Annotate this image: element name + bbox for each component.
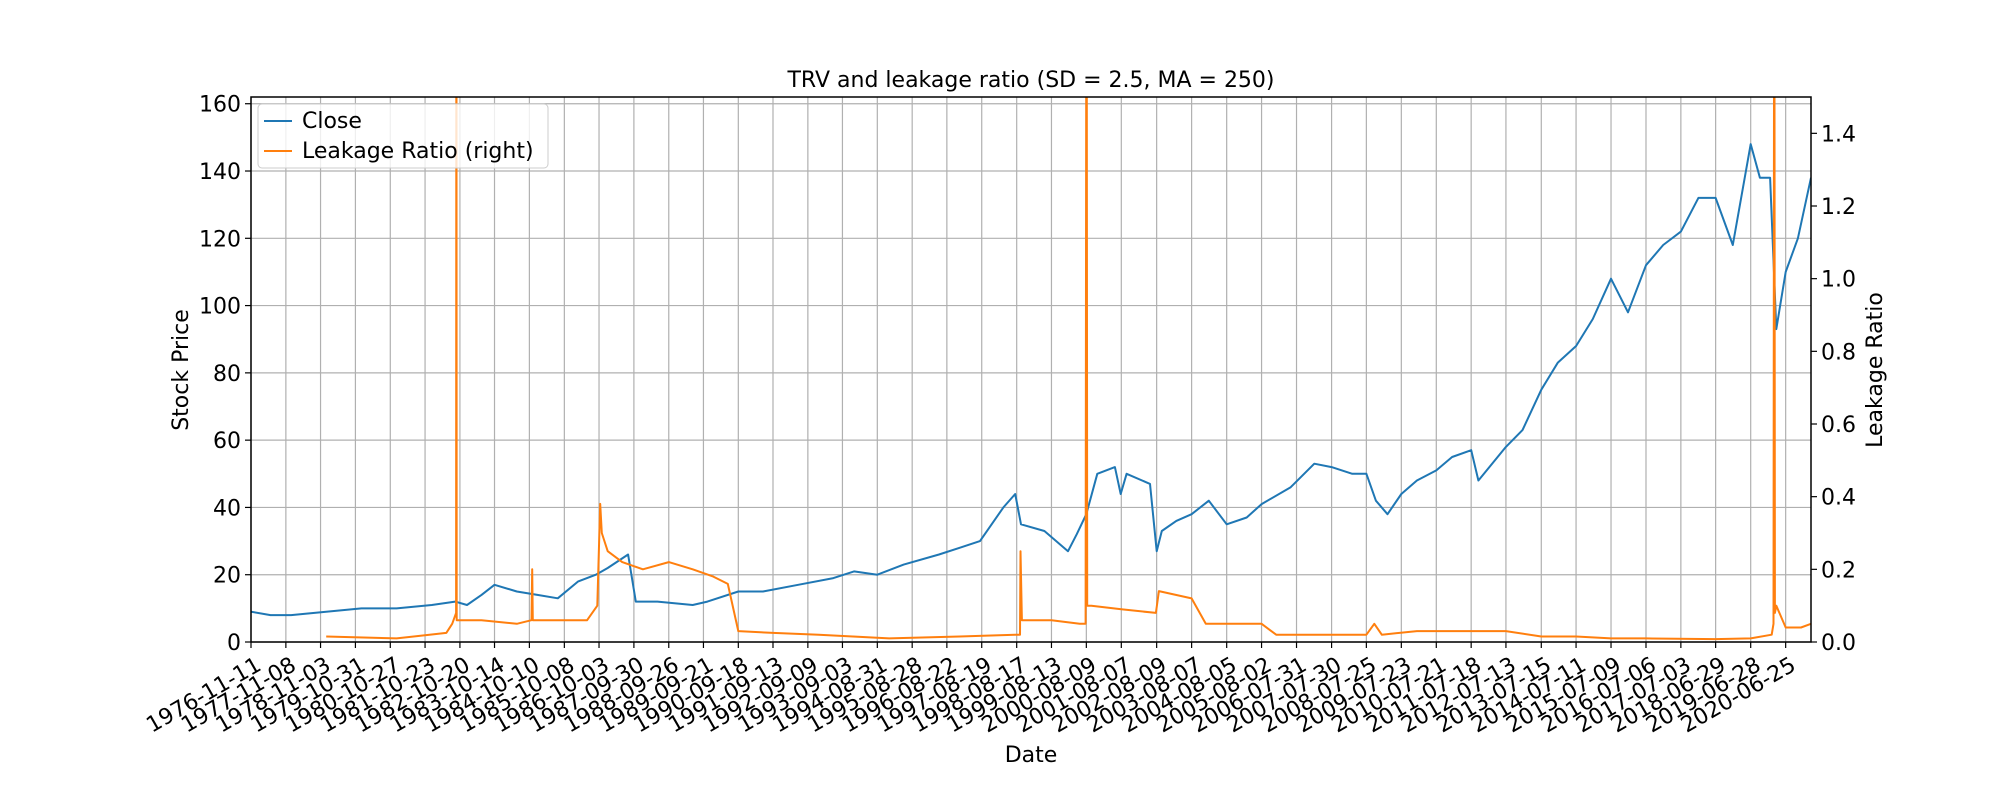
y-right-tick-label: 0.2	[1821, 558, 1856, 583]
y-right-tick-label: 0.6	[1821, 413, 1856, 438]
legend-label-close: Close	[302, 109, 362, 134]
y-axis-left-ticks: 0 20 40 60 80 100 120 140 160	[199, 93, 251, 656]
series-layer	[251, 97, 1811, 641]
y-tick-label: 0	[227, 631, 241, 656]
legend-box	[257, 103, 549, 169]
y-tick-label: 60	[213, 429, 241, 454]
x-axis-label: Date	[1005, 743, 1058, 768]
y-tick-label: 100	[199, 295, 241, 320]
y-axis-right-label: Leakage Ratio	[1863, 292, 1888, 448]
y-right-tick-label: 0.8	[1821, 340, 1856, 365]
y-tick-label: 80	[213, 362, 241, 387]
y-tick-label: 160	[199, 93, 241, 118]
grid	[250, 97, 1811, 643]
y-tick-label: 20	[213, 564, 241, 589]
legend-label-leakage-ratio: Leakage Ratio (right)	[302, 139, 534, 164]
y-right-tick-label: 0.0	[1821, 631, 1856, 656]
y-tick-label: 40	[213, 496, 241, 521]
plot-frame	[250, 96, 1812, 643]
y-right-tick-label: 1.0	[1821, 268, 1856, 293]
x-axis-ticks: 1976-11-111977-11-081978-11-031979-10-31…	[142, 642, 1800, 738]
y-axis-right-ticks: 0.0 0.2 0.4 0.6 0.8 1.0 1.2 1.4	[1811, 122, 1856, 656]
series-line-leakage-ratio-right	[326, 97, 1811, 641]
y-right-tick-label: 1.2	[1821, 195, 1856, 220]
y-tick-label: 120	[199, 227, 241, 252]
chart-title: TRV and leakage ratio (SD = 2.5, MA = 25…	[786, 68, 1274, 93]
y-right-tick-label: 1.4	[1821, 122, 1856, 147]
y-right-tick-label: 0.4	[1821, 486, 1856, 511]
legend: Close Leakage Ratio (right)	[257, 103, 549, 169]
y-tick-label: 140	[199, 160, 241, 185]
series-line-close	[251, 143, 1811, 617]
y-axis-left-label: Stock Price	[169, 309, 194, 431]
